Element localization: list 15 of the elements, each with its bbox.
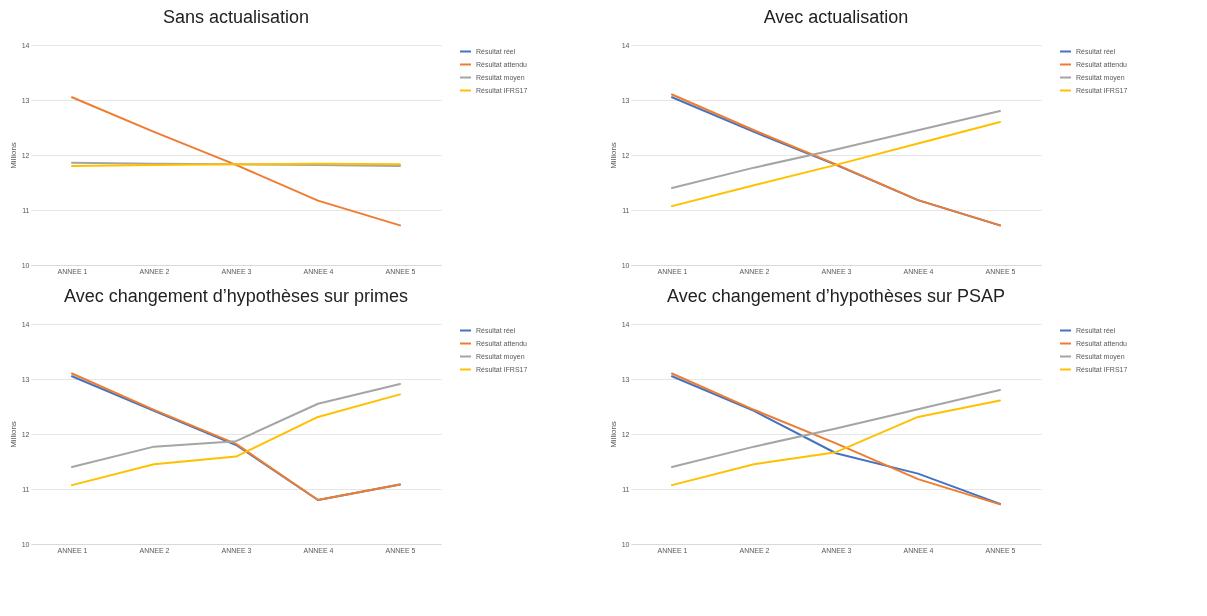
chart-title: Avec changement d’hypothèses sur PSAP bbox=[667, 286, 1005, 306]
line-series bbox=[71, 393, 401, 487]
line-series bbox=[71, 382, 401, 468]
line-series bbox=[671, 121, 1001, 208]
y-axis-title: Millions bbox=[8, 421, 18, 448]
chart-title: Avec actualisation bbox=[763, 7, 909, 27]
chart-title: Sans actualisation bbox=[162, 7, 310, 27]
line-series bbox=[671, 389, 1001, 468]
y-axis-title: Millions bbox=[8, 142, 18, 169]
line-series bbox=[671, 110, 1001, 189]
y-axis-title: Millions bbox=[608, 421, 618, 448]
y-axis-title: Millions bbox=[608, 142, 618, 169]
chart-title: Avec changement d’hypothèses sur primes bbox=[64, 286, 408, 306]
line-series bbox=[71, 96, 401, 227]
line-series bbox=[671, 399, 1001, 487]
